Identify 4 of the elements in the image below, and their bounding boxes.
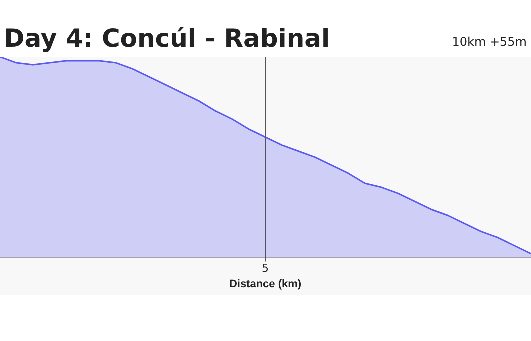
text: 5: [262, 262, 269, 276]
x-axis-title: Distance (km): [229, 278, 302, 290]
chart-subtitle: 10km +55m: [452, 35, 527, 51]
chart-title: Day 4: Concúl - Rabinal: [4, 24, 330, 53]
